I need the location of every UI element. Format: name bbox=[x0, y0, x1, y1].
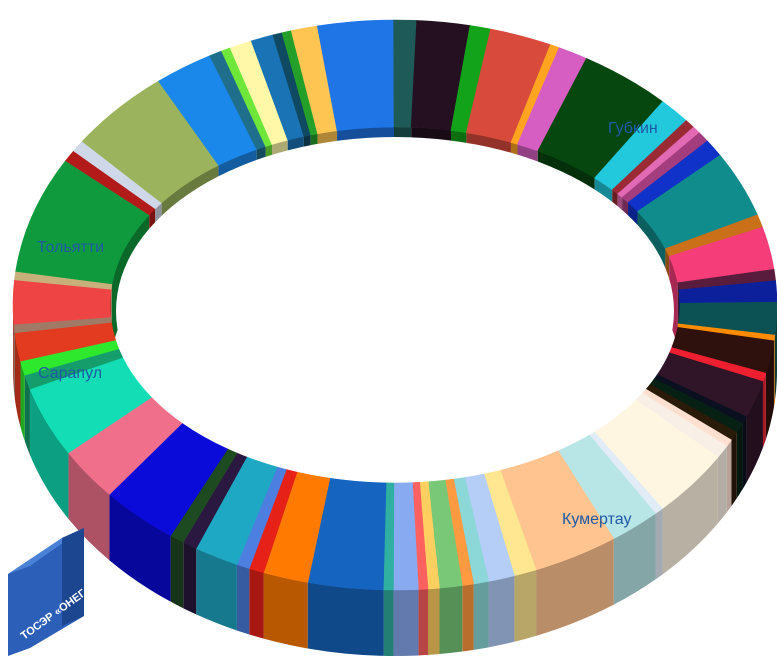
outer-wall-3 bbox=[237, 564, 249, 634]
outer-wall-1 bbox=[264, 573, 308, 649]
donut-hole bbox=[116, 137, 674, 485]
outer-wall-67 bbox=[393, 589, 418, 656]
outer-wall-51 bbox=[743, 417, 747, 490]
outer-wall-49 bbox=[763, 373, 766, 447]
outer-wall-52 bbox=[737, 423, 743, 498]
label-sarapul: Сарапул bbox=[38, 365, 102, 382]
donut-inner-walls bbox=[110, 127, 680, 485]
outer-wall-61 bbox=[489, 576, 515, 648]
outer-wall-6 bbox=[171, 536, 184, 609]
outer-wall-66 bbox=[418, 589, 428, 656]
outer-wall-5 bbox=[183, 542, 196, 614]
label-gubkin: Губкин bbox=[608, 120, 658, 137]
onega-badge: ТОСЭР «ОНЕГА» bbox=[8, 528, 99, 656]
outer-wall-53 bbox=[731, 432, 736, 506]
outer-wall-54 bbox=[727, 440, 732, 512]
outer-wall-68 bbox=[384, 590, 394, 656]
label-kumertau: Кумертау bbox=[562, 511, 631, 528]
outer-wall-2 bbox=[249, 568, 263, 638]
outer-wall-47 bbox=[774, 335, 775, 407]
outer-wall-13 bbox=[14, 324, 15, 399]
outer-wall-63 bbox=[462, 584, 473, 652]
label-tolyatti: Тольятти bbox=[37, 239, 104, 256]
outer-wall-62 bbox=[474, 581, 489, 650]
outer-wall-57 bbox=[656, 508, 663, 579]
outer-wall-64 bbox=[439, 586, 462, 655]
outer-wall-0 bbox=[308, 582, 384, 655]
outer-wall-65 bbox=[428, 588, 439, 655]
outer-wall-55 bbox=[718, 446, 727, 523]
outer-wall-60 bbox=[514, 570, 536, 642]
